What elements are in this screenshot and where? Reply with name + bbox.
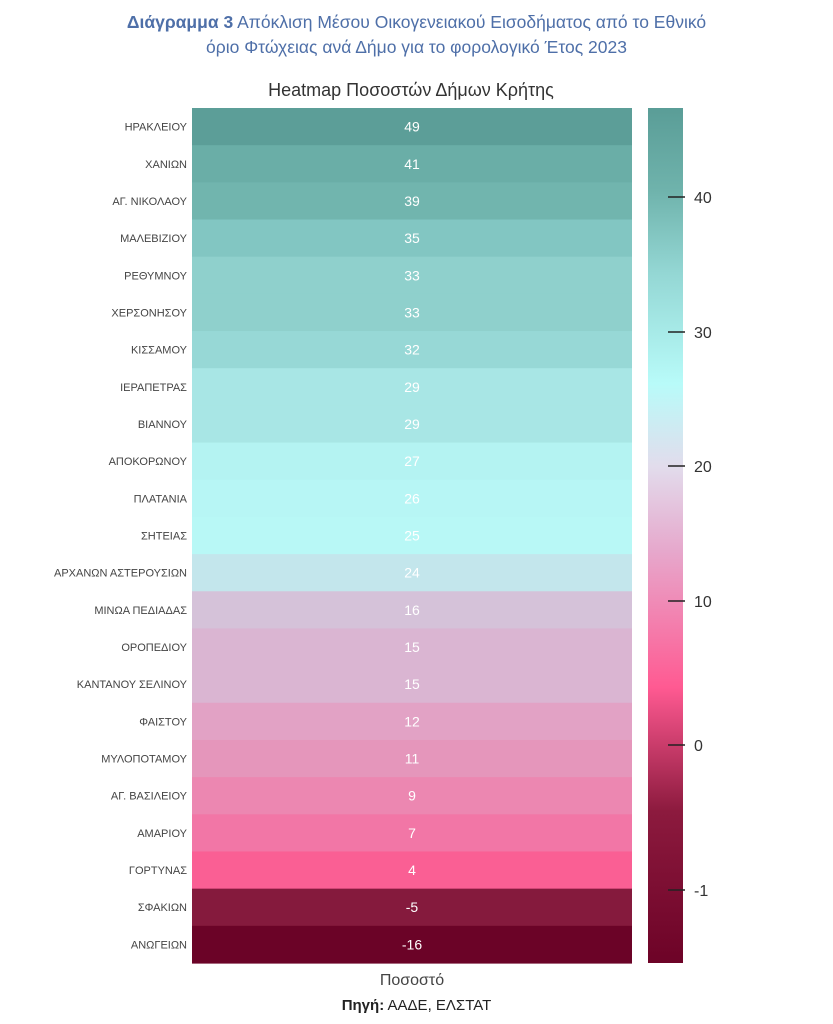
colorbar-tick-label: 0 bbox=[694, 738, 703, 755]
cell-value-label: 12 bbox=[404, 713, 420, 729]
row-label: ΦΑΙΣΤΟΥ bbox=[139, 716, 187, 728]
row-label: ΑΠΟΚΟΡΩΝΟΥ bbox=[109, 456, 188, 468]
row-label: ΧΕΡΣΟΝΗΣΟΥ bbox=[111, 307, 187, 319]
row-label: ΑΡΧΑΝΩΝ ΑΣΤΕΡΟΥΣΙΩΝ bbox=[54, 568, 187, 580]
row-label: ΑΜΑΡΙΟΥ bbox=[137, 828, 187, 840]
cell-value-label: 27 bbox=[404, 453, 420, 469]
figure-caption: Διάγραμμα 3 Απόκλιση Μέσου Οικογενειακού… bbox=[0, 10, 833, 60]
colorbar-tick-label: 30 bbox=[694, 325, 712, 342]
heatmap-cell bbox=[192, 293, 632, 332]
cell-value-label: 15 bbox=[404, 639, 420, 655]
heatmap-cell bbox=[192, 182, 632, 221]
heatmap-cell bbox=[192, 479, 632, 518]
heatmap-cell bbox=[192, 591, 632, 630]
heatmap-cell bbox=[192, 554, 632, 592]
heatmap-cell bbox=[192, 628, 632, 667]
caption-line-1: Διάγραμμα 3 Απόκλιση Μέσου Οικογενειακού… bbox=[0, 10, 833, 35]
row-label: ΡΕΘΥΜΝΟΥ bbox=[124, 270, 188, 282]
x-axis-label: Ποσοστό bbox=[380, 972, 444, 989]
heatmap-cell bbox=[192, 256, 632, 295]
row-label: ΑΓ. ΒΑΣΙΛΕΙΟΥ bbox=[111, 791, 188, 803]
row-label: ΜΥΛΟΠΟΤΑΜΟΥ bbox=[101, 754, 187, 766]
heatmap-cell bbox=[192, 777, 632, 815]
caption-line-2: όριο Φτώχειας ανά Δήμο για το φορολογικό… bbox=[206, 37, 627, 57]
cell-value-label: 29 bbox=[404, 416, 420, 432]
cell-value-label: -5 bbox=[406, 899, 419, 915]
cell-value-label: 29 bbox=[404, 379, 420, 395]
cell-value-label: 16 bbox=[404, 602, 420, 618]
cell-value-label: 39 bbox=[404, 193, 420, 209]
heatmap-cell bbox=[192, 888, 632, 927]
cell-value-label: -16 bbox=[402, 936, 422, 952]
heatmap-cell bbox=[192, 405, 632, 444]
cell-value-label: 15 bbox=[404, 676, 420, 692]
row-label: ΜΑΛΕΒΙΖΙΟΥ bbox=[120, 233, 188, 245]
cell-value-label: 33 bbox=[404, 304, 420, 320]
cell-value-label: 41 bbox=[404, 156, 420, 172]
heatmap-cell bbox=[192, 442, 632, 481]
row-label: ΒΙΑΝΝΟΥ bbox=[138, 419, 188, 431]
cell-value-label: 24 bbox=[404, 565, 420, 581]
heatmap-cell bbox=[192, 739, 632, 778]
cell-value-label: 11 bbox=[405, 751, 420, 767]
colorbar-tick-label: 10 bbox=[694, 594, 712, 611]
heatmap-cell bbox=[192, 702, 632, 741]
row-label: ΙΕΡΑΠΕΤΡΑΣ bbox=[120, 382, 187, 394]
caption-text-1: Απόκλιση Μέσου Οικογενειακού Εισοδήματος… bbox=[237, 12, 707, 32]
row-label: ΜΙΝΩΑ ΠΕΔΙΑΔΑΣ bbox=[94, 605, 187, 617]
heatmap-cell bbox=[192, 516, 632, 555]
row-label: ΓΟΡΤΥΝΑΣ bbox=[129, 865, 187, 877]
cell-value-label: 9 bbox=[408, 788, 416, 804]
cell-value-label: 35 bbox=[404, 230, 420, 246]
colorbar-tick-label: -1 bbox=[694, 883, 708, 900]
row-label: ΣΦΑΚΙΩΝ bbox=[138, 902, 187, 914]
cell-value-label: 26 bbox=[404, 490, 420, 506]
heatmap-cell bbox=[192, 925, 632, 964]
source-text: ΑΑΔΕ, ΕΛΣΤΑΤ bbox=[387, 997, 492, 1014]
row-label: ΟΡΟΠΕΔΙΟΥ bbox=[121, 642, 187, 654]
source-label: Πηγή: bbox=[341, 997, 385, 1014]
heatmap-cell bbox=[192, 145, 632, 183]
cell-value-label: 32 bbox=[404, 342, 420, 358]
row-label: ΠΛΑΤΑΝΙΑ bbox=[134, 493, 188, 505]
row-label: ΚΑΝΤΑΝΟΥ ΣΕΛΙΝΟΥ bbox=[77, 679, 188, 691]
row-label: ΚΙΣΣΑΜΟΥ bbox=[131, 345, 188, 357]
row-label: ΧΑΝΙΩΝ bbox=[145, 159, 187, 171]
heatmap-cell bbox=[192, 219, 632, 258]
row-label: ΑΓ. ΝΙΚΟΛΑΟΥ bbox=[112, 196, 187, 208]
chart-title: Heatmap Ποσοστών Δήμων Κρήτης bbox=[268, 80, 554, 100]
heatmap-cell bbox=[192, 331, 632, 369]
row-label: ΣΗΤΕΙΑΣ bbox=[141, 531, 187, 543]
row-label: ΗΡΑΚΛΕΙΟΥ bbox=[125, 122, 188, 134]
cell-value-label: 33 bbox=[404, 267, 420, 283]
heatmap-cell bbox=[192, 814, 632, 853]
heatmap-cell bbox=[192, 108, 632, 146]
row-label: ΑΝΩΓΕΙΩΝ bbox=[131, 939, 187, 951]
cell-value-label: 7 bbox=[408, 825, 416, 841]
cell-value-label: 25 bbox=[404, 528, 420, 544]
heatmap-cell bbox=[192, 368, 632, 406]
caption-label: Διάγραμμα 3 bbox=[126, 12, 234, 32]
cell-value-label: 49 bbox=[404, 119, 420, 135]
heatmap-cell bbox=[192, 665, 632, 704]
cell-value-label: 4 bbox=[408, 862, 416, 878]
source-note: Πηγή: ΑΑΔΕ, ΕΛΣΤΑΤ bbox=[0, 997, 833, 1014]
colorbar bbox=[648, 108, 683, 963]
colorbar-tick-label: 40 bbox=[694, 190, 712, 207]
colorbar-tick-label: 20 bbox=[694, 459, 712, 476]
heatmap-cell bbox=[192, 851, 632, 890]
